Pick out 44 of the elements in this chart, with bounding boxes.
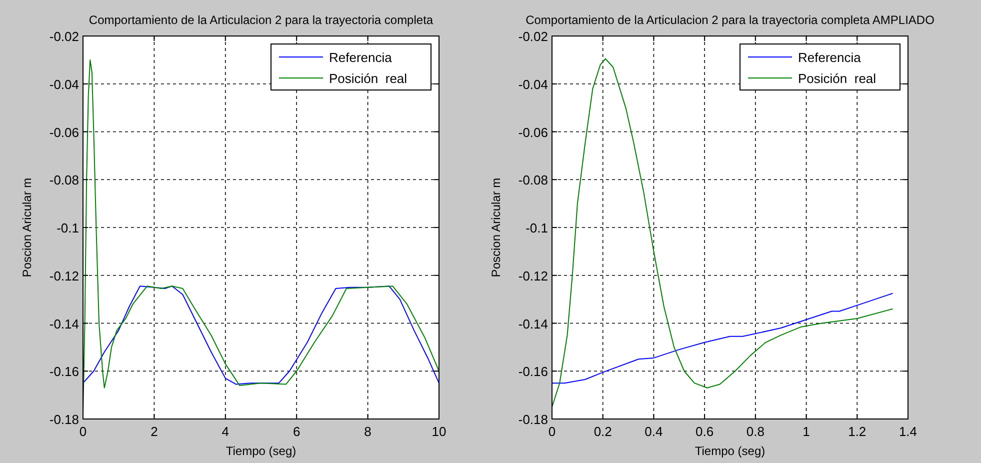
- y-tick-label: -0.02: [49, 29, 79, 44]
- x-tick-label: 0.4: [644, 424, 663, 439]
- y-tick-label: -0.18: [518, 412, 548, 427]
- y-tick-label: -0.18: [49, 412, 79, 427]
- x-tick-label: 0.8: [746, 424, 764, 439]
- line-series: [83, 286, 439, 385]
- y-tick-label: -0.06: [49, 124, 79, 140]
- y-tick-label: -0.04: [518, 76, 548, 92]
- y-tick-label: -0.02: [518, 29, 548, 44]
- legend-label: Referencia: [798, 50, 862, 65]
- y-tick-label: -0.16: [49, 364, 79, 380]
- legend-label: Posición real: [798, 71, 876, 86]
- y-tick-label: -0.08: [518, 172, 548, 188]
- line-series: [552, 292, 894, 384]
- chart-title: Comportamiento de la Articulacion 2 para la trayectoria completa AMPLIADO: [526, 13, 934, 27]
- x-tick-label: 0: [79, 424, 87, 439]
- x-tick-label: 1.4: [898, 424, 918, 439]
- y-tick-label: -0.08: [49, 172, 79, 188]
- y-tick-label: -0.06: [518, 124, 548, 140]
- legend-label: Posición real: [329, 71, 408, 86]
- y-tick-label: -0.14: [518, 316, 548, 332]
- x-tick-label: 0: [548, 424, 556, 439]
- chart-title: Comportamiento de la Articulacion 2 para la trayectoria completa: [88, 13, 434, 27]
- x-tick-label: 1.2: [848, 424, 866, 439]
- y-tick-label: -0.16: [518, 364, 548, 380]
- x-tick-label: 4: [222, 424, 230, 439]
- x-axis-title: Tiempo (seg): [226, 444, 296, 458]
- x-axis-title: Tiempo (seg): [694, 444, 766, 458]
- y-tick-label: -0.14: [49, 316, 79, 332]
- y-tick-label: -0.12: [49, 268, 79, 284]
- x-tick-label: 2: [150, 424, 158, 439]
- y-tick-label: -0.12: [518, 268, 548, 284]
- legend-label: Referencia: [329, 50, 393, 65]
- y-axis-title: Poscion Aricular m: [489, 178, 503, 278]
- y-tick-label: -0.1: [526, 220, 548, 236]
- x-tick-label: 10: [432, 424, 446, 439]
- y-axis-title: Poscion Aricular m: [20, 178, 34, 278]
- y-tick-label: -0.1: [56, 220, 79, 236]
- x-tick-label: 1: [802, 424, 810, 439]
- x-tick-label: 6: [292, 424, 300, 439]
- x-tick-label: 0.6: [696, 424, 714, 439]
- y-tick-label: -0.04: [49, 76, 79, 92]
- x-tick-label: 8: [364, 424, 372, 439]
- x-tick-label: 0.2: [594, 424, 612, 439]
